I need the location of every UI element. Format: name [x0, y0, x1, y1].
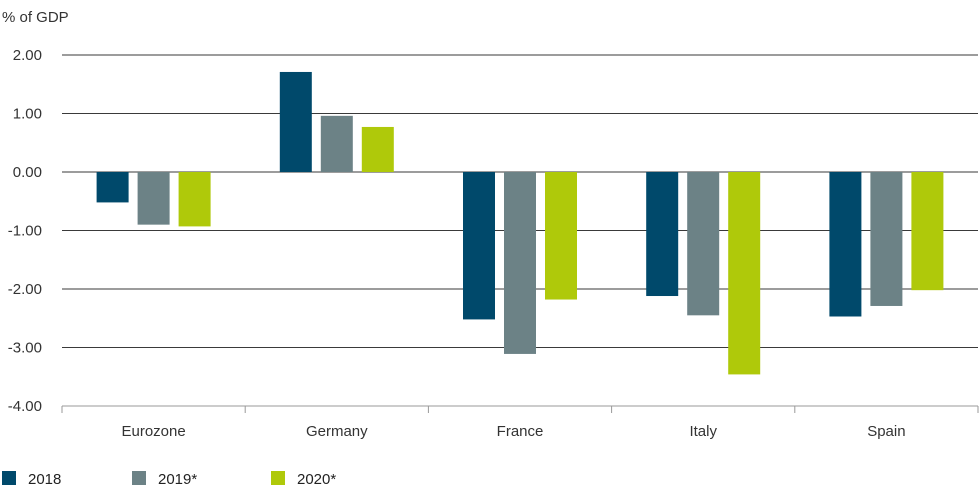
y-tick-labels: 2.00 1.00 0.00 -1.00 -2.00 -3.00 -4.00 — [8, 47, 42, 415]
bar-spain-2019 — [870, 172, 903, 306]
bar-germany-2020 — [361, 126, 394, 172]
y-tick-label: 2.00 — [13, 47, 42, 64]
y-tick-label: -4.00 — [8, 398, 42, 415]
y-tick-label: 0.00 — [13, 164, 42, 181]
x-axis — [61, 405, 979, 413]
bar-germany-2019 — [320, 115, 353, 172]
y-tick-label: -2.00 — [8, 281, 42, 298]
category-label: France — [497, 423, 544, 440]
category-label: Italy — [689, 423, 717, 440]
legend: 2018 2019* 2020* — [2, 471, 336, 488]
bar-germany-2018 — [279, 71, 312, 172]
legend-label: 2019* — [158, 471, 197, 488]
category-label: Germany — [306, 423, 368, 440]
y-tick-label: -1.00 — [8, 223, 42, 240]
bars — [96, 71, 944, 375]
y-tick-label: 1.00 — [13, 106, 42, 123]
bar-france-2019 — [504, 172, 536, 354]
bar-france-2020 — [545, 172, 577, 300]
bar-spain-2020 — [911, 172, 944, 291]
bar-eurozone-2020 — [178, 172, 211, 227]
category-label: Spain — [867, 423, 905, 440]
y-axis-label: % of GDP — [2, 9, 69, 26]
bar-italy-2020 — [728, 172, 761, 375]
bar-eurozone-2018 — [96, 172, 129, 203]
legend-label: 2020* — [297, 471, 336, 488]
bar-spain-2018 — [829, 172, 862, 317]
legend-swatch — [2, 471, 16, 485]
y-tick-label: -3.00 — [8, 340, 42, 357]
category-labels: Eurozone Germany France Italy Spain — [121, 423, 905, 440]
bar-eurozone-2019 — [137, 172, 170, 225]
legend-swatch — [132, 471, 146, 485]
bar-italy-2019 — [687, 172, 720, 316]
bar-italy-2018 — [646, 172, 679, 297]
legend-swatch — [271, 471, 285, 485]
legend-label: 2018 — [28, 471, 61, 488]
category-label: Eurozone — [121, 423, 185, 440]
bar-france-2018 — [463, 172, 495, 320]
